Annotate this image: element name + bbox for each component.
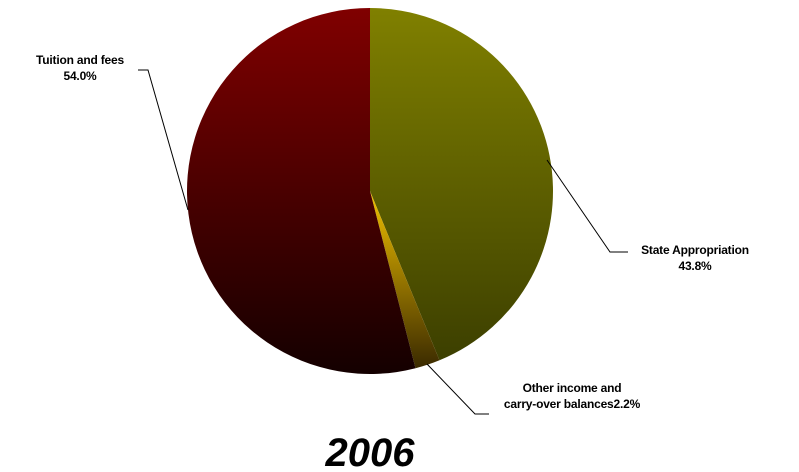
leader-lines <box>138 69 628 415</box>
slice-label-line: 54.0% <box>63 69 97 83</box>
pie-slice-state-appropriation <box>370 8 554 361</box>
leader-line-state-appropriation <box>546 159 628 253</box>
slice-label-line: Other income and <box>523 381 622 395</box>
slice-label-tuition-and-fees: Tuition and fees 54.0% <box>36 53 124 83</box>
chart-title: 2006 <box>325 431 416 472</box>
slice-label-line: carry-over balances2.2% <box>504 397 641 411</box>
pie-slice-tuition-and-fees <box>186 7 416 374</box>
pie-slices <box>186 7 554 374</box>
slice-label-line: Tuition and fees <box>36 53 124 67</box>
slice-label-state-appropriation: State Appropriation 43.8% <box>641 243 749 273</box>
slice-label-other-income-and: Other income and carry-over balances2.2% <box>504 381 641 411</box>
pie-slice-other-income-and <box>370 191 440 369</box>
slice-label-line: 43.8% <box>678 259 712 273</box>
slice-labels: State Appropriation 43.8% Other income and… <box>36 53 749 411</box>
leader-line-other-income-and <box>426 363 489 415</box>
slice-label-line: State Appropriation <box>641 243 749 257</box>
leader-line-tuition-and-fees <box>138 69 189 211</box>
